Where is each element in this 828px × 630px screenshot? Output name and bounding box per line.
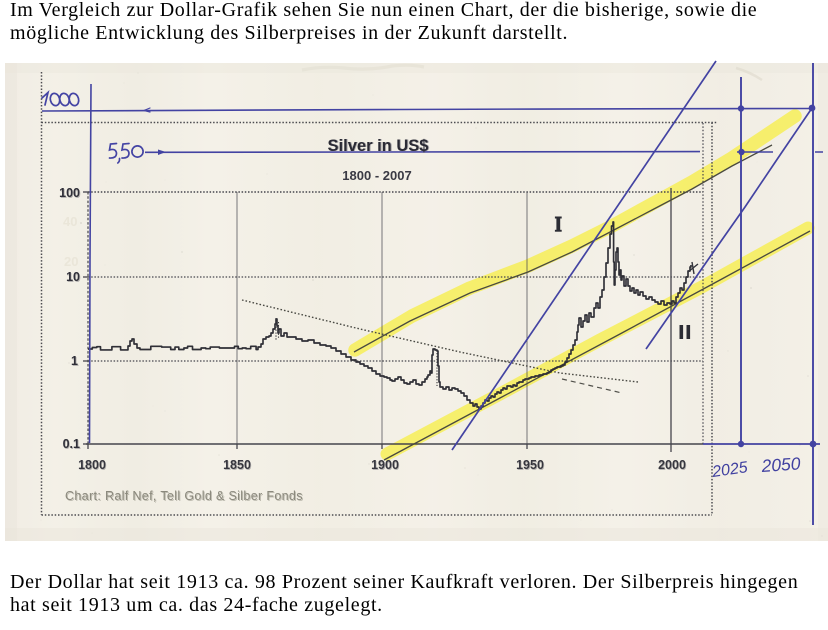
- svg-text:1850: 1850: [223, 458, 251, 472]
- svg-text:Chart: Ralf Nef, Tell Gold & S: Chart: Ralf Nef, Tell Gold & Silber Fond…: [65, 489, 303, 503]
- svg-text:1: 1: [71, 354, 78, 368]
- svg-text:2050: 2050: [760, 453, 801, 476]
- svg-text:0.1: 0.1: [63, 437, 80, 451]
- svg-text:Silver in US$: Silver in US$: [328, 137, 429, 155]
- svg-text:2000: 2000: [658, 458, 686, 472]
- svg-text:10: 10: [66, 270, 80, 284]
- svg-text:1800: 1800: [78, 458, 106, 472]
- svg-text:1900: 1900: [371, 458, 399, 472]
- svg-text:100: 100: [59, 186, 80, 200]
- svg-text:1950: 1950: [516, 458, 544, 472]
- svg-text:40: 40: [63, 214, 77, 229]
- svg-text:20: 20: [64, 254, 78, 269]
- svg-text:1800 - 2007: 1800 - 2007: [342, 168, 411, 183]
- svg-text:2025: 2025: [710, 459, 749, 481]
